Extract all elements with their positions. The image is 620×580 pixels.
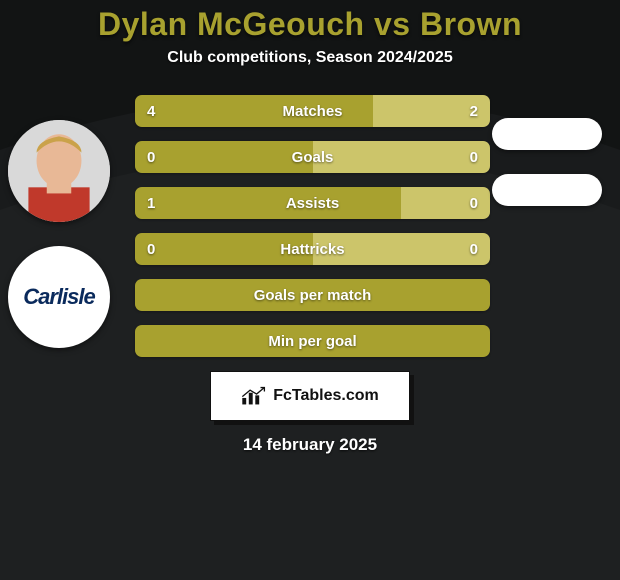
stat-right-value: 2 xyxy=(458,103,490,120)
stat-right-value: 0 xyxy=(458,241,490,258)
stats-rows: 42Matches00Goals10Assists00HattricksGoal… xyxy=(135,95,490,357)
stat-row-full: Min per goal xyxy=(135,325,490,357)
brand-badge[interactable]: FcTables.com xyxy=(210,371,410,421)
stat-left-value: 4 xyxy=(135,103,167,120)
stat-row: 00Hattricks xyxy=(135,233,490,265)
left-avatar-stack: Carlisle xyxy=(8,120,118,348)
stat-row: 10Assists xyxy=(135,187,490,219)
subtitle: Club competitions, Season 2024/2025 xyxy=(0,49,620,67)
stat-row: 42Matches xyxy=(135,95,490,127)
stat-left-value: 0 xyxy=(135,241,167,258)
club-name: Carlisle xyxy=(23,284,95,310)
right-pill-stack xyxy=(492,118,602,206)
stat-left-value: 1 xyxy=(135,195,167,212)
stat-row: 00Goals xyxy=(135,141,490,173)
stat-right-value: 0 xyxy=(458,195,490,212)
date-text: 14 february 2025 xyxy=(0,435,620,455)
blank-pill xyxy=(492,174,602,206)
page-title: Dylan McGeouch vs Brown xyxy=(0,6,620,43)
club-badge: Carlisle xyxy=(8,246,110,348)
blank-pill xyxy=(492,118,602,150)
stat-row-full: Goals per match xyxy=(135,279,490,311)
brand-text: FcTables.com xyxy=(273,387,379,405)
player-avatar xyxy=(8,120,110,222)
stat-right-value: 0 xyxy=(458,149,490,166)
brand-icon xyxy=(241,385,267,407)
stat-left-value: 0 xyxy=(135,149,167,166)
